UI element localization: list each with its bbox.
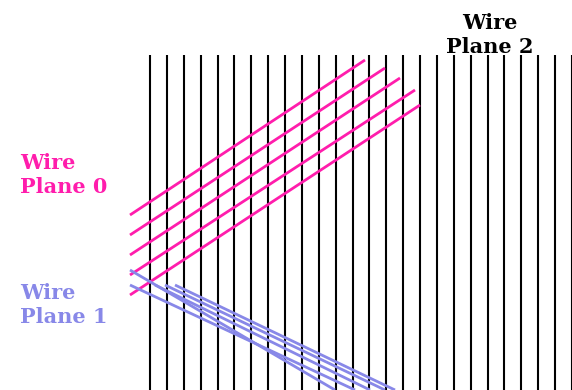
Text: Wire
Plane 0: Wire Plane 0	[20, 153, 108, 197]
Text: Wire
Plane 2: Wire Plane 2	[446, 13, 534, 57]
Text: Wire
Plane 1: Wire Plane 1	[20, 284, 108, 326]
